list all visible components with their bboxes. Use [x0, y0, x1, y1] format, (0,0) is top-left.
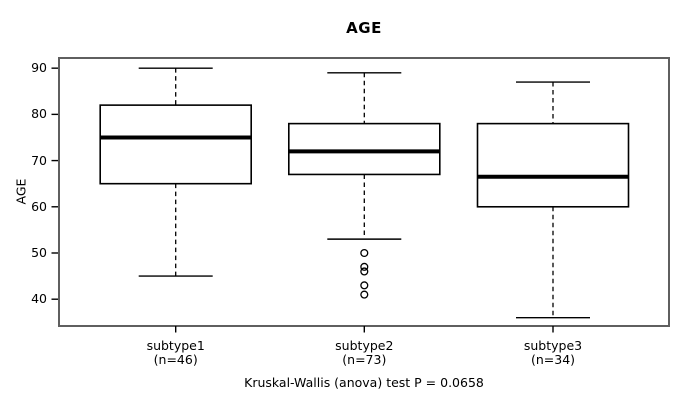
outlier-point — [360, 262, 369, 271]
outlier-point — [360, 248, 369, 258]
y-tick-label: 40 — [31, 291, 47, 307]
statistics-caption: Kruskal-Wallis (anova) test P = 0.0658 — [244, 375, 484, 390]
x-group-label-subtype1: subtype1 (n=46) — [106, 339, 246, 366]
iqr-box — [476, 122, 630, 208]
y-tick-label: 90 — [31, 60, 47, 76]
group-label: subtype2 — [335, 338, 394, 353]
group-label: subtype3 — [523, 338, 583, 353]
group-count: (n=46) — [153, 351, 198, 367]
y-tick-label: 50 — [31, 244, 47, 260]
outlier-point — [360, 281, 369, 290]
group-label: subtype1 — [146, 338, 205, 353]
y-tick-label: 60 — [31, 198, 47, 214]
iqr-box — [287, 122, 441, 176]
outlier-point — [360, 290, 369, 299]
iqr-box — [99, 104, 252, 185]
group-count: (n=34) — [530, 351, 576, 367]
outlier-point — [360, 267, 369, 276]
group-count: (n=73) — [342, 351, 387, 367]
x-group-label-subtype2: subtype2 (n=73) — [294, 339, 434, 366]
x-group-label-subtype3: subtype3 (n=34) — [483, 339, 623, 366]
y-tick-label: 80 — [31, 106, 47, 122]
chart-title: AGE — [346, 19, 382, 37]
y-tick-label: 70 — [31, 152, 47, 168]
